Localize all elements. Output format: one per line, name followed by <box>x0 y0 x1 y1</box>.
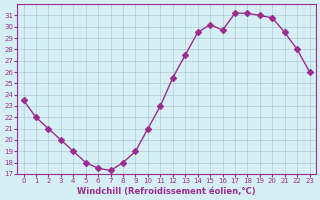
X-axis label: Windchill (Refroidissement éolien,°C): Windchill (Refroidissement éolien,°C) <box>77 187 256 196</box>
